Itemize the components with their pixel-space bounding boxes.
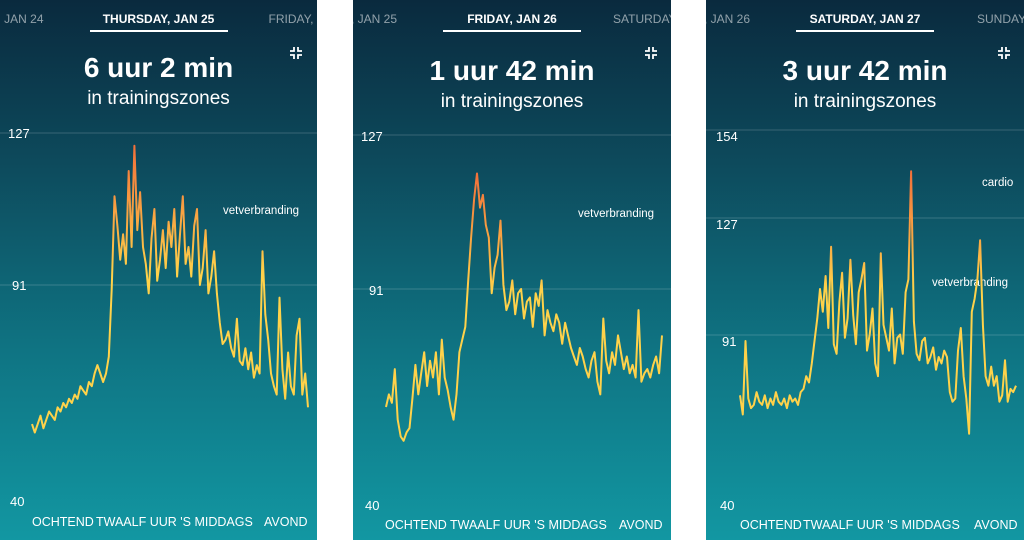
zone-label-vetverbranding: vetverbranding [578,208,654,220]
zones-subtitle: in trainingszones [793,91,937,112]
date-current-tab[interactable]: FRIDAY, JAN 26 [467,12,557,26]
time-in-zones: 1 uur 42 min [429,55,595,86]
time-in-zones: 3 uur 42 min [782,55,948,86]
day-panel-friday: THURSDAY, JAN 25 FRIDAY, JAN 26 SATURDAY… [353,0,671,540]
time-in-zones: 6 uur 2 min [83,52,234,83]
date-underline [443,30,581,32]
y-tick-127: 127 [361,129,383,144]
x-label-avond: AVOND [619,518,663,532]
y-tick-91: 91 [369,283,383,298]
y-tick-91: 91 [722,334,736,349]
collapse-arrows-icon[interactable] [643,45,659,61]
x-label-middag: TWAALF UUR 'S MIDDAGS [450,518,607,532]
y-tick-154: 154 [716,129,738,144]
x-label-ochtend: OCHTEND [740,518,802,532]
x-label-middag: TWAALF UUR 'S MIDDAGS [803,518,960,532]
zones-subtitle: in trainingszones [440,91,584,112]
x-label-ochtend: OCHTEND [32,515,94,529]
date-next-tab[interactable]: FRIDAY, JAN 26 [268,12,318,26]
x-label-avond: AVOND [974,518,1018,532]
zone-label-vetverbranding: vetverbranding [932,277,1008,289]
heart-rate-series [385,172,663,442]
day-panel-thursday: JAN 24 THURSDAY, JAN 25 FRIDAY, JAN 26 6… [0,0,317,540]
collapse-arrows-icon[interactable] [996,45,1012,61]
date-underline [89,30,228,32]
y-tick-91: 91 [12,278,26,293]
y-tick-40: 40 [365,498,379,513]
heart-rate-chart: 127 91 40 vetverbranding OCHTEND TWAALF … [0,126,317,529]
collapse-arrows-icon[interactable] [288,45,304,61]
date-next-tab[interactable]: SUNDAY, JAN 28 [977,12,1024,26]
date-prev-tab[interactable]: JAN 24 [4,12,44,26]
date-prev-tab[interactable]: FRIDAY, JAN 26 [706,12,750,26]
date-navigation: FRIDAY, JAN 26 SATURDAY, JAN 27 SUNDAY, … [706,12,1024,34]
date-navigation: THURSDAY, JAN 25 FRIDAY, JAN 26 SATURDAY… [353,12,671,34]
x-label-middag: TWAALF UUR 'S MIDDAGS [96,515,253,529]
date-current-tab[interactable]: SATURDAY, JAN 27 [809,12,921,26]
x-label-avond: AVOND [264,515,308,529]
y-tick-127: 127 [716,217,738,232]
zone-label-cardio: cardio [982,177,1013,189]
date-underline [796,30,934,32]
date-navigation: JAN 24 THURSDAY, JAN 25 FRIDAY, JAN 26 [0,12,317,34]
zones-subtitle: in trainingszones [87,88,230,109]
heart-rate-chart: 127 91 40 vetverbranding OCHTEND TWAALF … [353,129,671,532]
heart-rate-series [31,144,309,434]
date-prev-tab[interactable]: THURSDAY, JAN 25 [353,12,397,26]
x-label-ochtend: OCHTEND [385,518,447,532]
heart-rate-chart: 154 127 91 40 cardio vetverbranding OCHT… [706,129,1024,532]
heart-rate-series [739,170,1017,435]
y-tick-127: 127 [8,126,30,141]
y-tick-40: 40 [10,494,24,509]
y-tick-40: 40 [720,498,734,513]
date-current-tab[interactable]: THURSDAY, JAN 25 [102,12,215,26]
zone-label-vetverbranding: vetverbranding [223,205,299,217]
day-panel-saturday: FRIDAY, JAN 26 SATURDAY, JAN 27 SUNDAY, … [706,0,1024,540]
date-next-tab[interactable]: SATURDAY, JAN 27 [613,12,671,26]
